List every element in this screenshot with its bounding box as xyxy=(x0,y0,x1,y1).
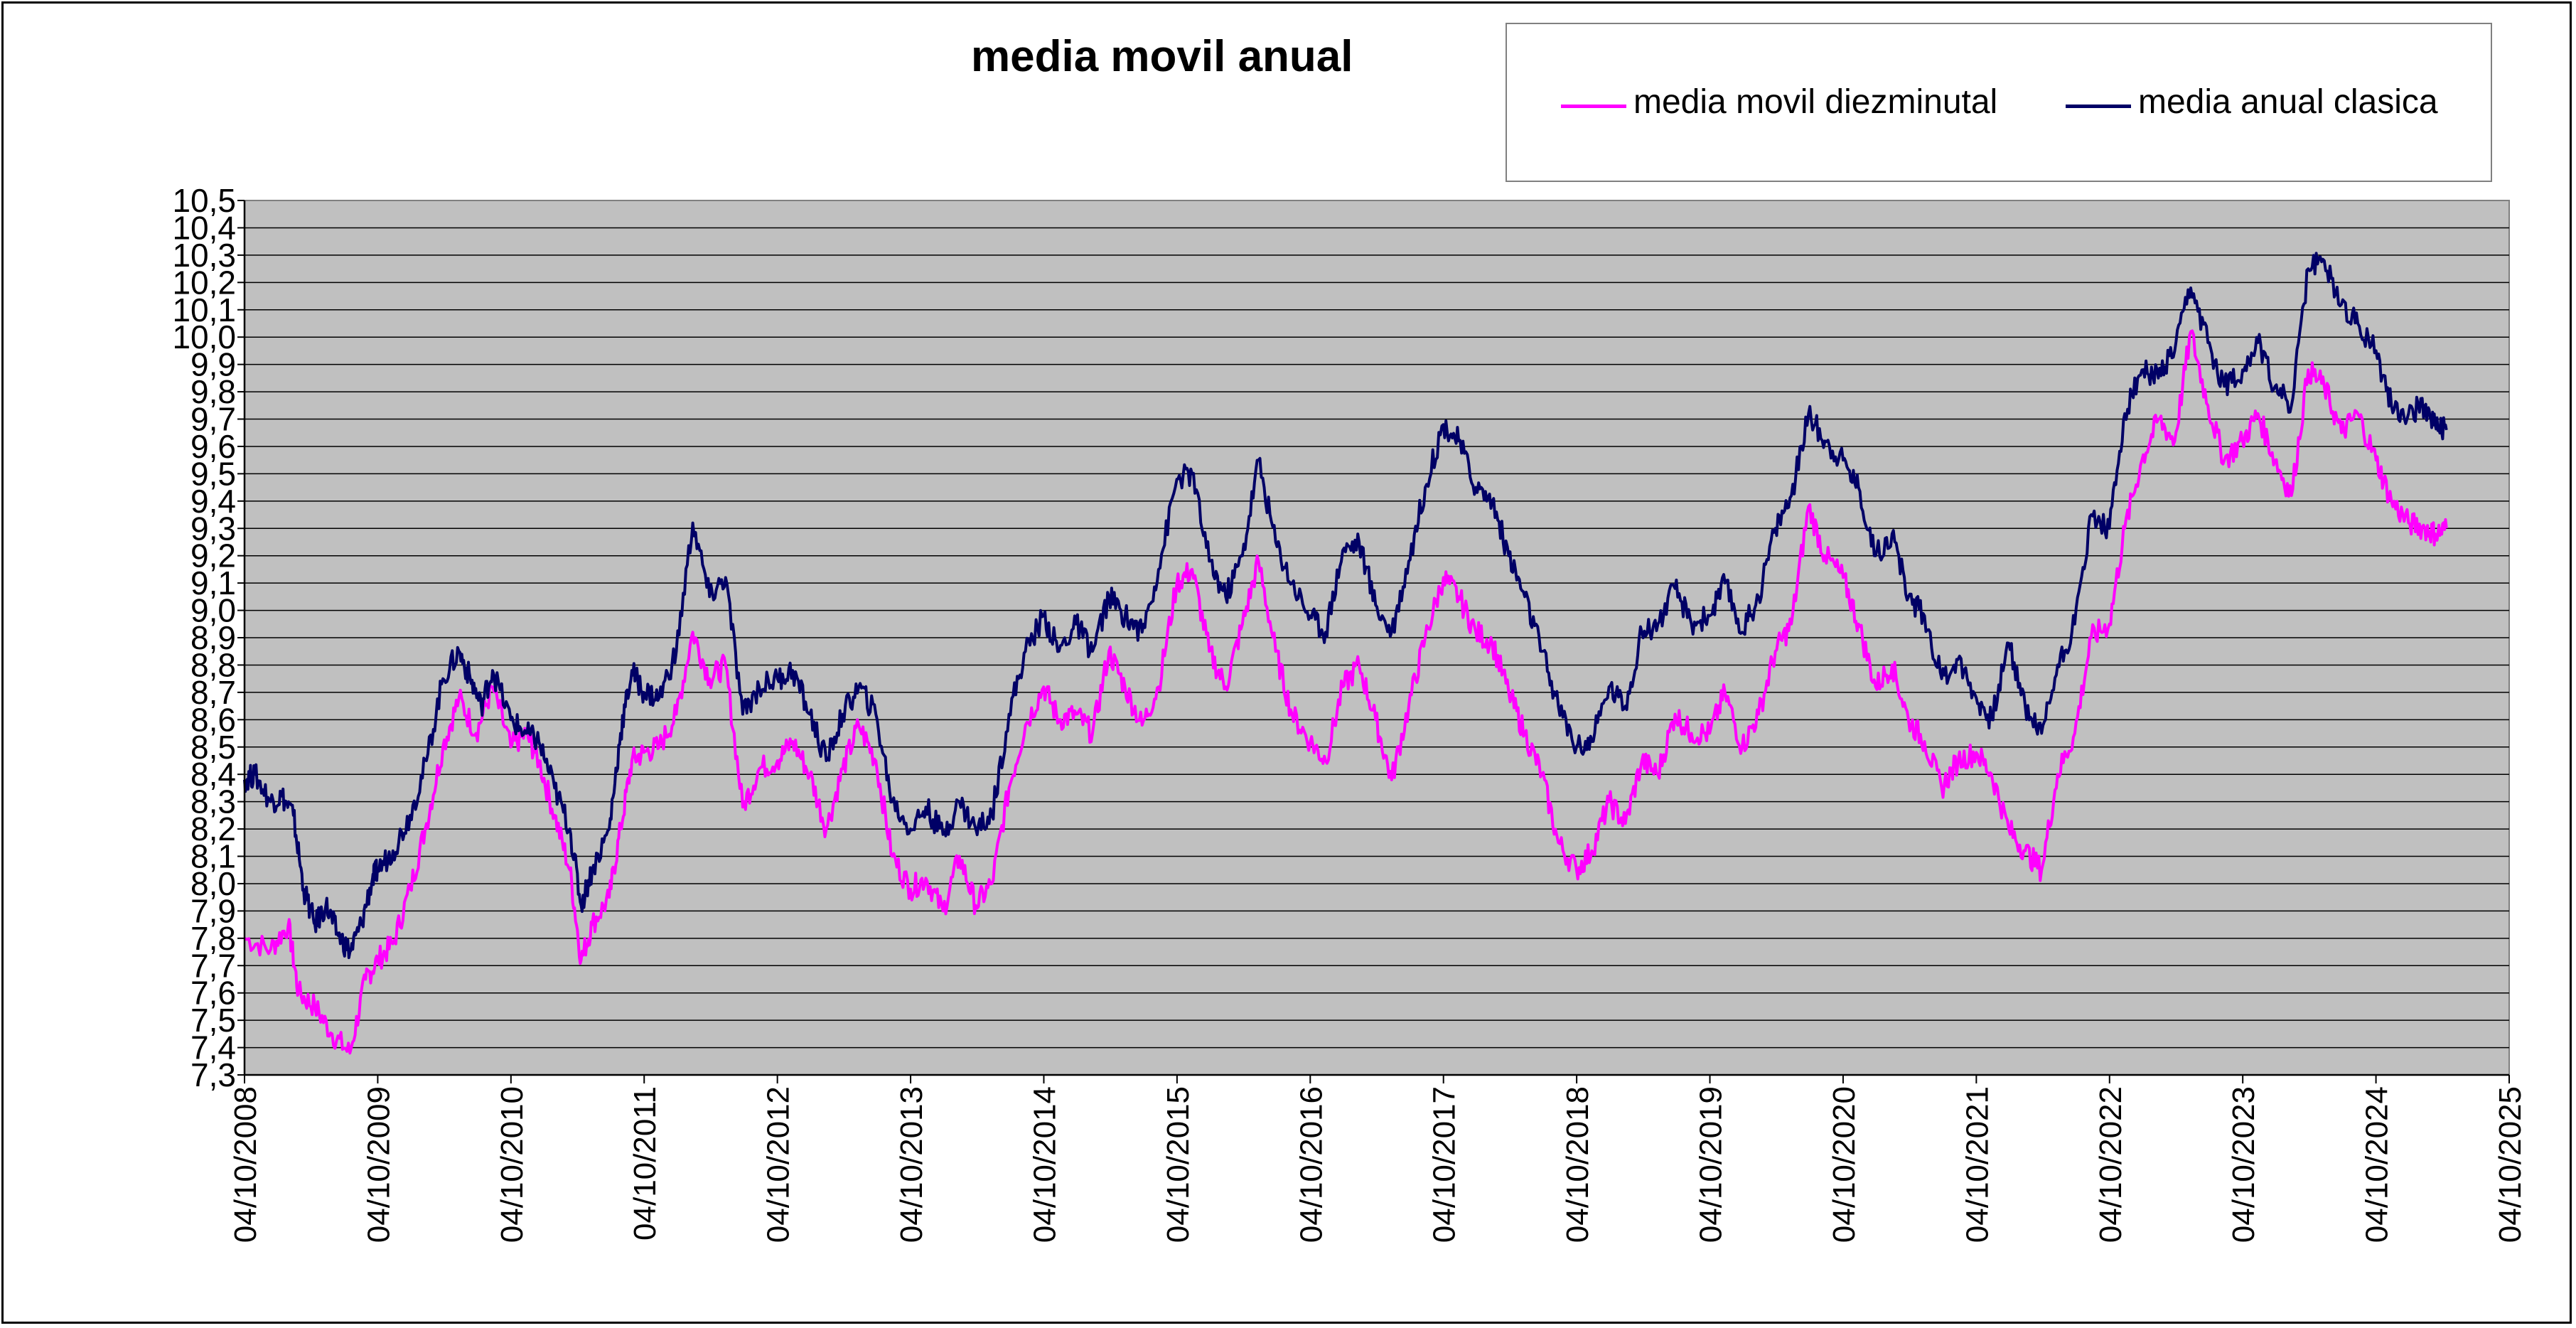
legend-swatch-2 xyxy=(2066,105,2131,108)
y-tick-label: 8,8 xyxy=(190,646,236,683)
y-tick-label: 10,5 xyxy=(172,182,236,219)
x-tick-label: 04/10/2021 xyxy=(1960,1086,1995,1243)
x-tick-label: 04/10/2022 xyxy=(2093,1086,2128,1243)
y-tick-label: 7,3 xyxy=(190,1056,236,1093)
x-tick-label: 04/10/2014 xyxy=(1027,1086,1062,1243)
legend-label-2: media anual clasica xyxy=(2138,83,2438,121)
x-tick-label: 04/10/2025 xyxy=(2493,1086,2528,1243)
x-tick-label: 04/10/2013 xyxy=(894,1086,929,1243)
y-tick-label: 9,7 xyxy=(190,401,236,438)
legend-label-1: media movil diezminutal xyxy=(1633,83,1998,121)
y-tick-label: 7,9 xyxy=(190,892,236,929)
y-tick-label: 7,5 xyxy=(190,1002,236,1039)
x-tick-label: 04/10/2018 xyxy=(1560,1086,1595,1243)
x-tick-label: 04/10/2012 xyxy=(761,1086,796,1243)
y-tick-label: 8,1 xyxy=(190,838,236,875)
y-tick-label: 9,0 xyxy=(190,592,236,629)
y-tick-label: 7,6 xyxy=(190,975,236,1012)
y-tick-label: 9,9 xyxy=(190,346,236,383)
y-tick-label: 10,4 xyxy=(172,209,236,246)
y-tick-label: 8,2 xyxy=(190,810,236,847)
y-tick-label: 8,5 xyxy=(190,729,236,766)
x-tick-label: 04/10/2019 xyxy=(1694,1086,1729,1243)
y-tick-label: 9,1 xyxy=(190,564,236,601)
y-tick-label: 7,4 xyxy=(190,1029,236,1066)
x-tick-label: 04/10/2008 xyxy=(228,1086,263,1243)
x-tick-label: 04/10/2015 xyxy=(1161,1086,1196,1243)
x-tick-label: 04/10/2017 xyxy=(1427,1086,1462,1243)
x-tick-label: 04/10/2023 xyxy=(2226,1086,2261,1243)
y-tick-label: 9,3 xyxy=(190,510,236,547)
y-tick-labels: 7,37,47,57,67,77,87,98,08,18,28,38,48,58… xyxy=(172,182,236,1093)
y-tick-label: 9,8 xyxy=(190,373,236,410)
series-line-2 xyxy=(243,252,2448,960)
y-tick-label: 7,7 xyxy=(190,947,236,984)
y-tick-label: 9,6 xyxy=(190,428,236,465)
y-tick-label: 7,8 xyxy=(190,920,236,957)
x-tick-label: 04/10/2009 xyxy=(361,1086,396,1243)
y-tick-label: 8,0 xyxy=(190,865,236,902)
y-tick-label: 10,3 xyxy=(172,237,236,274)
x-tick-label: 04/10/2011 xyxy=(628,1086,662,1241)
y-tick-label: 9,5 xyxy=(190,455,236,492)
gridlines xyxy=(237,200,2509,1076)
x-tick-label: 04/10/2016 xyxy=(1294,1086,1329,1243)
axes xyxy=(243,200,2509,1076)
series-lines xyxy=(243,252,2448,1055)
legend: media movil diezminutal media anual clas… xyxy=(1506,23,2492,182)
legend-swatch-1 xyxy=(1561,105,1626,108)
y-tick-label: 10,1 xyxy=(172,291,236,328)
y-tick-label: 8,6 xyxy=(190,701,236,738)
y-tick-label: 8,4 xyxy=(190,756,236,793)
x-tick-label: 04/10/2024 xyxy=(2360,1086,2395,1243)
y-tick-label: 10,2 xyxy=(172,264,236,301)
x-tick-labels: 04/10/2008 04/10/2009 04/10/2010 04/10/2011… xyxy=(228,1075,2528,1243)
y-tick-label: 9,2 xyxy=(190,537,236,574)
y-tick-label: 8,7 xyxy=(190,674,236,711)
y-tick-label: 8,9 xyxy=(190,619,236,656)
y-tick-label: 9,4 xyxy=(190,483,236,520)
series-line-1 xyxy=(244,329,2448,1055)
y-tick-label: 10,0 xyxy=(172,318,236,355)
x-tick-label: 04/10/2010 xyxy=(495,1086,530,1243)
y-tick-label: 8,3 xyxy=(190,783,236,820)
x-tick-label: 04/10/2020 xyxy=(1827,1086,1862,1243)
chart-title: media movil anual xyxy=(971,32,1353,81)
